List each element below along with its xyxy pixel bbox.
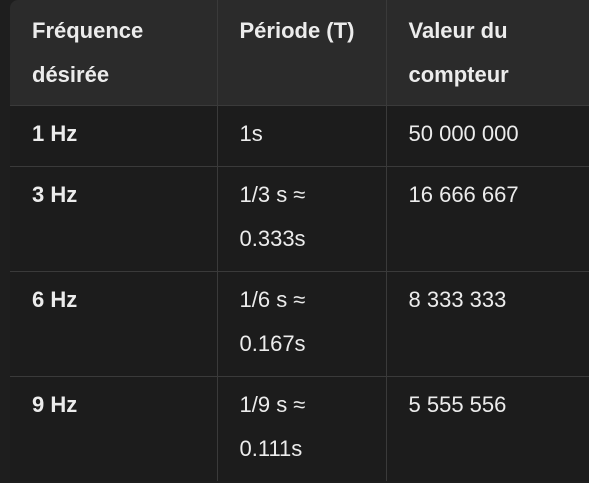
cell-counter: 16 666 667	[386, 166, 589, 272]
table-row: 3 Hz 1/3 s ≈ 0.333s 16 666 667	[10, 166, 589, 272]
header-counter: Valeur du compteur	[386, 0, 589, 106]
cell-period: 1s	[217, 105, 387, 167]
header-period: Période (T)	[217, 0, 387, 106]
table-row: 6 Hz 1/6 s ≈ 0.167s 8 333 333	[10, 271, 589, 377]
cell-period: 1/6 s ≈ 0.167s	[217, 271, 387, 377]
cell-period: 1/3 s ≈ 0.333s	[217, 166, 387, 272]
table-row: 1 Hz 1s 50 000 000	[10, 105, 589, 167]
cell-frequency: 3 Hz	[10, 166, 218, 272]
cell-frequency: 6 Hz	[10, 271, 218, 377]
cell-frequency: 9 Hz	[10, 376, 218, 481]
cell-period: 1/9 s ≈ 0.111s	[217, 376, 387, 481]
cell-frequency: 1 Hz	[10, 105, 218, 167]
table-row: 9 Hz 1/9 s ≈ 0.111s 5 555 556	[10, 376, 589, 481]
cell-counter: 8 333 333	[386, 271, 589, 377]
frequency-table: Fréquence désirée Période (T) Valeur du …	[10, 0, 589, 481]
cell-counter: 50 000 000	[386, 105, 589, 167]
cell-counter: 5 555 556	[408, 392, 507, 417]
header-frequency: Fréquence désirée	[10, 0, 218, 106]
table-header-row: Fréquence désirée Période (T) Valeur du …	[10, 0, 589, 106]
